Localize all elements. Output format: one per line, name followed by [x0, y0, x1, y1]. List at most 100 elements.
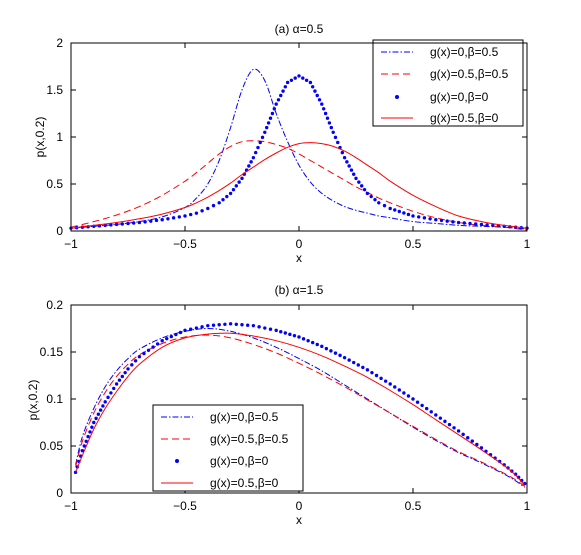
chart-b-legend: g(x)=0,β=0.5 g(x)=0.5,β=0.5 g(x)=0,β=0 g…: [152, 404, 304, 492]
chart-a-data-point: [325, 116, 330, 120]
chart-b-data-point: [320, 344, 324, 349]
chart-b-data-point: [106, 395, 110, 400]
chart-b-data-point: [126, 367, 130, 371]
chart-a-data-point: [349, 168, 354, 172]
chart-a-data-point: [360, 184, 364, 188]
chart-a-data-point: [301, 76, 305, 80]
chart-a-data-point: [265, 125, 269, 130]
chart-a-data-point: [340, 150, 345, 155]
chart-b-data-point: [443, 419, 447, 424]
chart-b-data-point: [306, 339, 310, 343]
chart-b-data-point: [94, 416, 98, 421]
chart-b-data-point: [160, 339, 164, 343]
chart-b-data-point: [283, 331, 288, 335]
legend-a-dot-icon: [395, 95, 399, 99]
chart-a-data-point: [297, 74, 301, 78]
chart-b-data-point: [402, 391, 406, 395]
chart-a-data-point: [276, 98, 281, 102]
chart-a-series-dashdot-line: [70, 68, 528, 230]
chart-a-data-point: [143, 220, 147, 224]
chart-b-data-point: [101, 404, 105, 408]
chart-a-data-point: [308, 80, 313, 85]
chart-b-data-point: [292, 333, 297, 338]
chart-a-data-point: [342, 155, 347, 160]
chart-a-data-point: [200, 209, 204, 213]
chart-a-series-solid-line: [70, 142, 528, 229]
chart-a-data-point: [333, 135, 338, 140]
chart-a-data-point: [253, 150, 258, 155]
chart-b-xtick-label: 0: [296, 499, 303, 513]
chart-a-data-point: [225, 194, 229, 199]
chart-b-data-point: [223, 322, 227, 326]
chart-b-data-point: [234, 322, 238, 326]
chart-b: (b) α=1.5 p(x,0.2) x −1 −0.5 0 0.5 1 0 0…: [26, 283, 531, 527]
chart-a-data-point: [451, 220, 455, 224]
chart-b-data-point: [383, 379, 388, 383]
chart-a-ytick-label: 1: [56, 130, 63, 144]
chart-b-ticks: −1 −0.5 0 0.5 1 0 0.05 0.1 0.15 0.2: [40, 298, 531, 513]
chart-a-series-dots: [69, 74, 529, 230]
chart-a-data-point: [189, 212, 193, 217]
chart-a-axes-box: [70, 42, 528, 232]
chart-b-x-label: x: [296, 513, 302, 527]
chart-b-xtick-label: −1: [64, 499, 78, 513]
chart-b-data-point: [246, 323, 250, 327]
chart-b-data-point: [151, 345, 155, 349]
chart-a-data-point: [313, 89, 317, 93]
chart-a-data-point: [293, 76, 297, 80]
chart-a-legend-label: g(x)=0,β=0: [430, 90, 489, 104]
chart-b-data-point: [456, 429, 461, 433]
chart-b-axes-box: [70, 304, 528, 494]
chart-b-data-point: [356, 363, 360, 367]
chart-a-xtick-label: −1: [64, 237, 78, 251]
chart-a-data-point: [362, 187, 367, 192]
chart-a-data-point: [417, 215, 421, 219]
chart-a-data-point: [315, 93, 319, 98]
chart-b-data-point: [240, 323, 244, 327]
chart-b-data-point: [268, 327, 273, 331]
chart-a-data-point: [149, 219, 153, 223]
chart-b-y-label: p(x,0.2): [26, 380, 40, 421]
chart-b-data-point: [434, 413, 438, 417]
chart-a-data-point: [258, 140, 262, 145]
chart-a-data-point: [154, 218, 159, 223]
chart-a-ytick-label: 0.5: [46, 177, 63, 191]
chart-b-data-point: [211, 323, 216, 327]
chart-a-data-point: [251, 155, 256, 160]
chart-a-xtick-label: 0.5: [405, 237, 422, 251]
chart-b-data-point: [329, 349, 333, 353]
chart-a-data-point: [274, 102, 278, 106]
chart-a-data-point: [109, 223, 113, 227]
chart-a-data-point: [428, 217, 432, 221]
chart-b-data-point: [297, 335, 301, 339]
chart-a-plot-area: [69, 42, 529, 232]
chart-a-data-point: [331, 130, 335, 134]
chart-a-data-point: [263, 130, 267, 134]
chart-a-data-point: [456, 220, 461, 225]
chart-a-y-label: p(x,0.2): [33, 117, 47, 158]
chart-b-data-point: [475, 442, 479, 447]
chart-a-xtick-label: 1: [524, 237, 531, 251]
chart-a-data-point: [357, 180, 361, 184]
chart-b-data-point: [347, 358, 351, 362]
chart-b-data-point: [374, 373, 379, 378]
chart-b-title: (b) α=1.5: [275, 283, 324, 297]
chart-b-series-dashdot-line: [75, 327, 525, 488]
chart-a-data-point: [365, 191, 370, 196]
chart-a-legend-label: g(x)=0.5,β=0: [430, 111, 499, 125]
chart-b-xtick-label: 1: [524, 499, 531, 513]
chart-a-data-point: [445, 219, 449, 223]
chart-b-series-dashed-line: [75, 334, 525, 487]
chart-b-data-point: [189, 327, 193, 331]
chart-b-data-point: [370, 370, 374, 375]
chart-a-data-point: [171, 216, 176, 220]
chart-a-data-point: [268, 116, 273, 120]
chart-a-data-point: [411, 214, 415, 218]
chart-a-data-point: [260, 135, 265, 140]
chart-a-data-point: [234, 184, 238, 188]
chart-b-data-point: [155, 342, 160, 346]
chart-b-data-point: [333, 351, 338, 355]
chart-b-data-point: [274, 328, 278, 333]
chart-b-data-point: [263, 326, 267, 330]
